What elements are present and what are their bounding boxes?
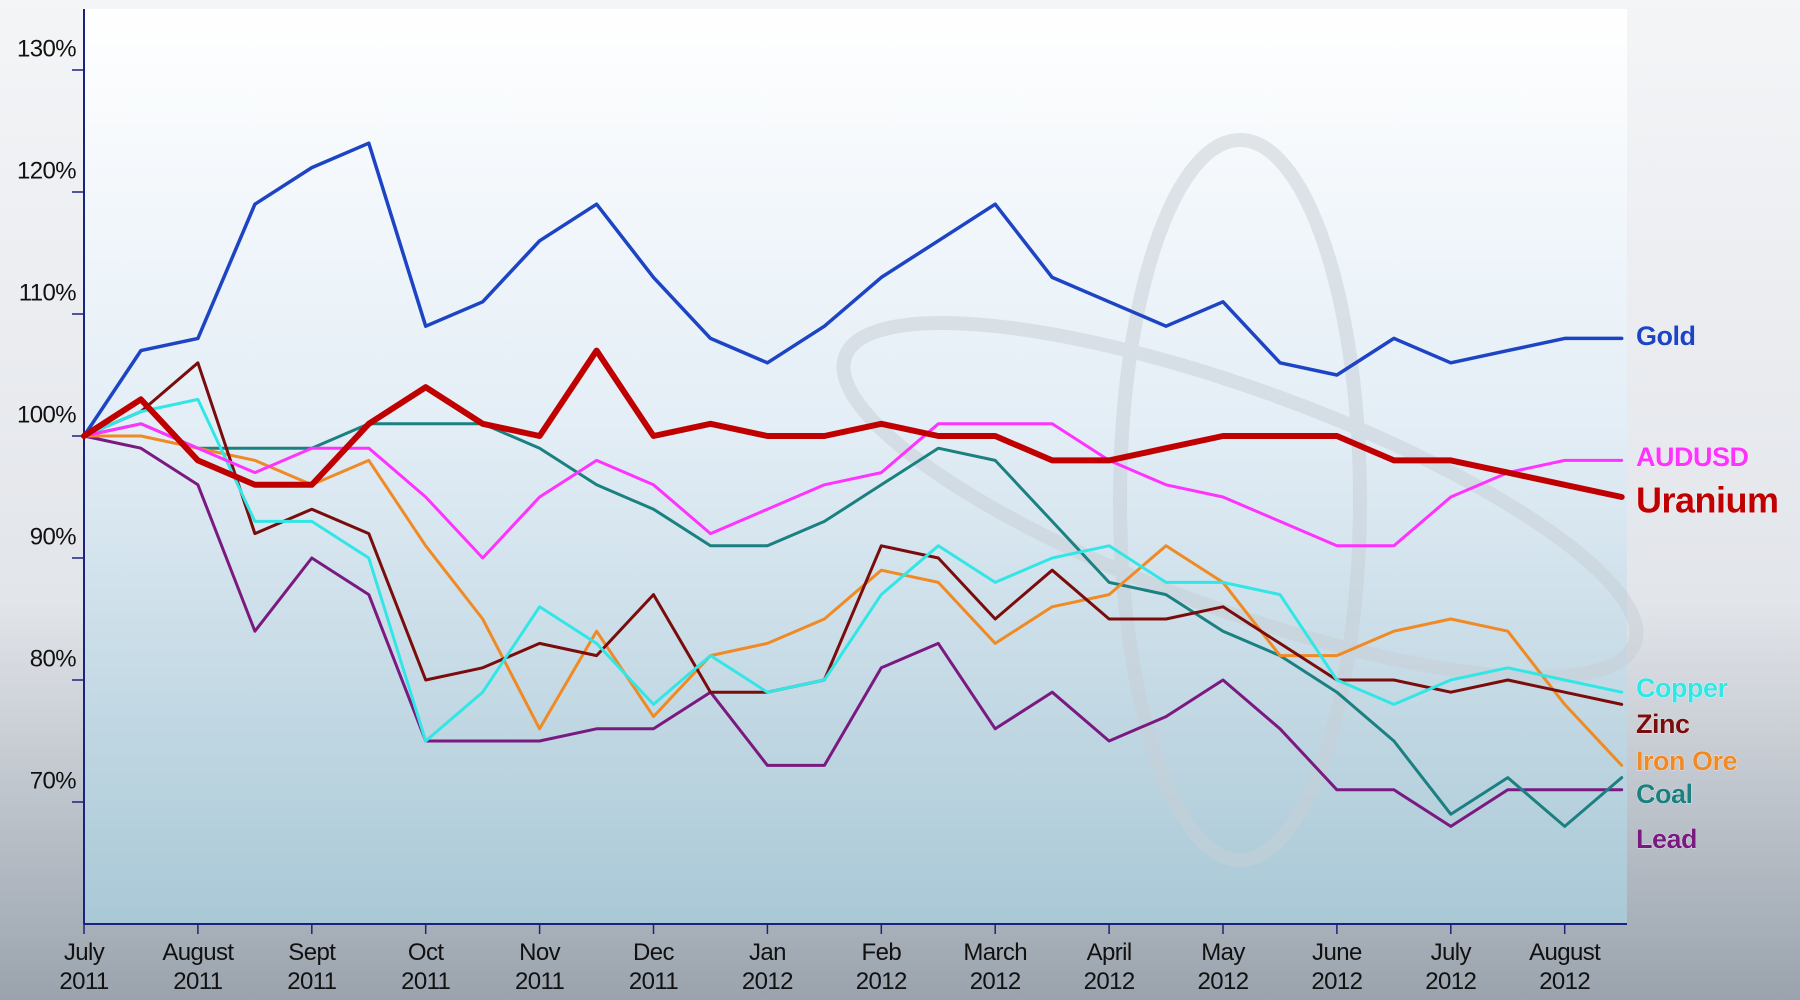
chart: 70% 80% 90% 100% 110% 120% 130% Gold AUDUSD Urani… <box>0 0 1800 1000</box>
x-tick-label: July 2012 <box>1425 938 1476 996</box>
x-tick-label: Nov 2011 <box>515 938 564 996</box>
x-tick-label: July 2011 <box>59 938 108 996</box>
legend-label: Gold <box>1636 321 1696 351</box>
y-tick-label: 120% <box>17 157 76 184</box>
x-tick-label: Jan 2012 <box>742 938 793 996</box>
y-tick-label: 70% <box>30 767 76 794</box>
y-tick-label: 110% <box>19 279 76 306</box>
legend-label: Zinc <box>1636 709 1690 739</box>
y-tick-label: 100% <box>17 401 76 428</box>
x-tick-label: August 2011 <box>162 938 233 996</box>
page: {"chart_data": {"type": "line", "categor… <box>0 0 1800 1000</box>
x-tick-label: Oct 2011 <box>401 938 450 996</box>
x-tick-label: Dec 2011 <box>629 938 678 996</box>
x-tick-label: August 2012 <box>1529 938 1600 996</box>
x-tick-label: April 2012 <box>1084 938 1135 996</box>
y-tick-label: 90% <box>30 523 76 550</box>
x-tick-label: May 2012 <box>1198 938 1249 996</box>
legend-label: Uranium <box>1636 480 1779 521</box>
x-tick-label: June 2012 <box>1311 938 1362 996</box>
x-tick-label: March 2012 <box>963 938 1027 996</box>
legend-label: Lead <box>1636 824 1697 854</box>
legend-label: Copper <box>1636 673 1728 703</box>
plot-area <box>84 9 1627 924</box>
legend-label: Iron Ore <box>1636 746 1738 776</box>
x-tick-label: Feb 2012 <box>856 938 907 996</box>
legend-label: Coal <box>1636 779 1693 809</box>
y-tick-label: 80% <box>30 645 76 672</box>
legend-label: AUDUSD <box>1636 442 1749 472</box>
x-tick-label: Sept 2011 <box>287 938 336 996</box>
y-tick-label: 130% <box>17 35 76 62</box>
